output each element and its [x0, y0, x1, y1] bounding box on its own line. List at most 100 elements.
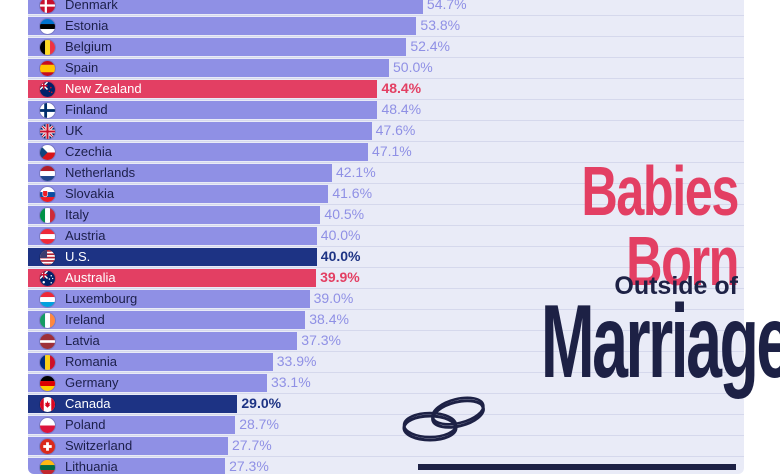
- value-label: 53.8%: [420, 17, 461, 33]
- bar: [28, 206, 321, 224]
- slovakia-flag-icon: [40, 187, 55, 202]
- category-label: Denmark: [65, 0, 118, 12]
- value-label: 27.7%: [231, 437, 272, 453]
- ireland-flag-icon: [40, 313, 55, 328]
- value-label: 47.1%: [372, 143, 412, 159]
- bar: [28, 38, 407, 56]
- us-flag-icon: [40, 250, 55, 265]
- romania-flag-icon: [40, 355, 55, 370]
- row-divider: [28, 141, 744, 142]
- latvia-flag-icon: [40, 334, 55, 349]
- category-label: Italy: [65, 207, 89, 222]
- category-label: Estonia: [65, 18, 109, 33]
- title-line-3: Marriage: [540, 284, 780, 400]
- value-label: 47.6%: [375, 122, 416, 138]
- value-label: 40.0%: [320, 248, 361, 264]
- bar: [28, 0, 423, 14]
- row-divider: [28, 120, 744, 121]
- value-label: 29.0%: [241, 395, 282, 411]
- bar: [28, 185, 329, 203]
- value-label: 33.1%: [270, 374, 311, 390]
- category-label: Poland: [65, 417, 106, 432]
- bar: [28, 353, 273, 371]
- bar: [28, 80, 378, 98]
- wedding-rings-icon: [402, 396, 485, 442]
- switzerland-flag-icon: [40, 439, 55, 454]
- value-label: 42.1%: [335, 164, 376, 180]
- row-divider: [28, 456, 744, 457]
- category-label: U.S.: [65, 249, 91, 264]
- value-label: 39.9%: [320, 269, 360, 285]
- czechia-flag-icon: [40, 145, 55, 160]
- spain-flag-icon: [40, 61, 55, 76]
- value-label: 41.6%: [332, 185, 373, 201]
- row-divider: [28, 414, 744, 415]
- italy-flag-icon: [40, 208, 55, 223]
- row-divider: [28, 351, 744, 352]
- row-divider: [28, 57, 744, 58]
- category-label: Canada: [65, 396, 111, 411]
- category-label: UK: [65, 123, 84, 138]
- finland-flag-icon: [40, 103, 55, 118]
- bar: [28, 59, 389, 77]
- bar: [28, 437, 228, 455]
- row-divider: [28, 99, 744, 100]
- category-label: Netherlands: [65, 165, 136, 180]
- row-divider: [28, 15, 744, 16]
- value-label: 50.0%: [393, 59, 433, 75]
- poland-flag-icon: [40, 418, 55, 433]
- row-divider: [28, 78, 744, 79]
- value-label: 37.3%: [301, 332, 341, 348]
- bar: [28, 332, 298, 350]
- bar: [28, 248, 317, 266]
- row-divider: [28, 330, 744, 331]
- category-label: Austria: [65, 228, 106, 243]
- value-label: 38.4%: [309, 311, 349, 327]
- row-divider: [28, 267, 744, 268]
- bar: [28, 458, 226, 474]
- bar: [28, 164, 332, 182]
- value-label: 40.5%: [324, 206, 365, 222]
- row-divider: [28, 372, 744, 373]
- row-divider: [28, 36, 744, 37]
- row-divider: [28, 246, 744, 247]
- category-label: Belgium: [65, 39, 112, 54]
- bar: [28, 269, 317, 287]
- bar: [28, 311, 306, 329]
- value-label: 33.9%: [276, 353, 317, 369]
- bar: [28, 143, 369, 161]
- austria-flag-icon: [40, 229, 55, 244]
- category-label: Ireland: [65, 312, 105, 327]
- category-label: Australia: [65, 270, 116, 285]
- netherlands-flag-icon: [40, 166, 55, 181]
- category-label: Slovakia: [65, 186, 115, 201]
- canada-flag-icon: [40, 397, 55, 412]
- value-label: 52.4%: [410, 38, 451, 54]
- bar: [28, 416, 236, 434]
- value-label: 27.3%: [229, 458, 269, 474]
- category-label: Lithuania: [65, 459, 118, 474]
- bar: [28, 122, 372, 140]
- category-label: Latvia: [65, 333, 100, 348]
- value-label: 28.7%: [239, 416, 279, 432]
- bar: [28, 227, 317, 245]
- value-label: 54.7%: [426, 0, 467, 12]
- row-divider: [28, 204, 744, 205]
- estonia-flag-icon: [40, 19, 55, 34]
- value-label: 48.4%: [381, 80, 422, 96]
- row-divider: [28, 309, 744, 310]
- belgium-flag-icon: [40, 40, 55, 55]
- lithuania-flag-icon: [40, 460, 55, 474]
- bar: [28, 101, 378, 119]
- row-divider: [28, 393, 744, 394]
- category-label: New Zealand: [65, 81, 142, 96]
- bottom-rule: [418, 464, 736, 470]
- germany-flag-icon: [40, 376, 55, 391]
- row-divider: [28, 225, 744, 226]
- value-label: 39.0%: [313, 290, 354, 306]
- category-label: Czechia: [65, 144, 112, 159]
- bar: [28, 374, 267, 392]
- row-divider: [28, 162, 744, 163]
- category-label: Spain: [65, 60, 99, 75]
- row-divider: [28, 183, 744, 184]
